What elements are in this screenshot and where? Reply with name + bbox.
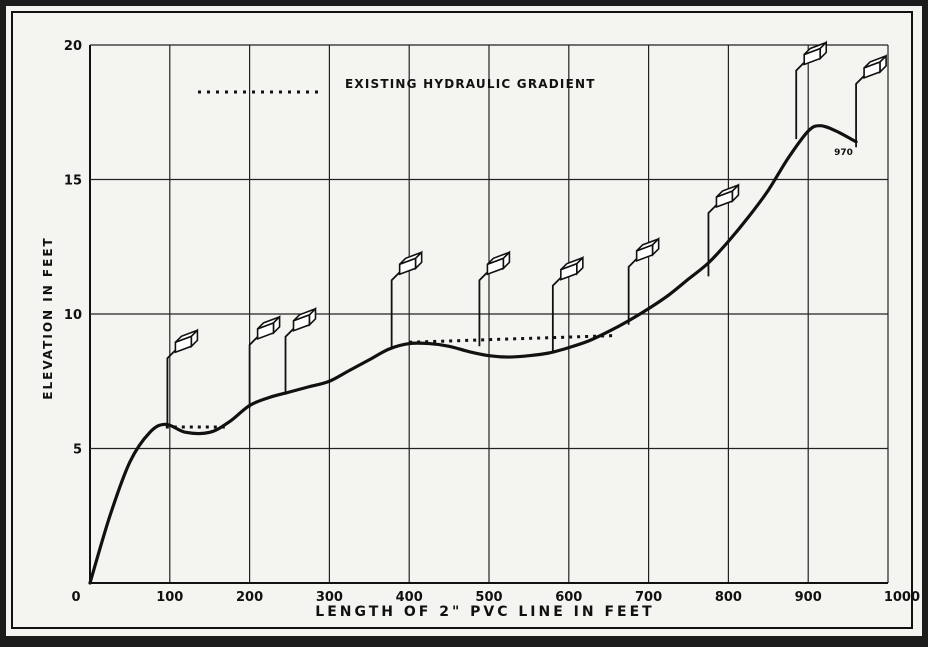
- outlet: [166, 328, 199, 427]
- outlet-riser: [795, 61, 805, 140]
- outlet-box-side: [190, 328, 199, 349]
- x-axis-label: LENGTH OF 2" PVC LINE IN FEET: [315, 604, 654, 620]
- y-tick-label: 10: [64, 308, 82, 323]
- y-tick-label: 5: [73, 443, 82, 458]
- outlet-riser: [551, 277, 562, 352]
- outlet: [478, 250, 511, 347]
- drawing-border: [11, 11, 913, 629]
- y-axis-label: ELEVATION IN FEET: [41, 236, 55, 399]
- outlet-riser: [284, 328, 295, 395]
- x-tick-label: 600: [555, 590, 582, 605]
- outlet: [390, 250, 423, 349]
- outlet-box-side: [414, 250, 423, 271]
- grid-lines: [89, 44, 889, 584]
- x-tick-label: 400: [396, 590, 423, 605]
- outlet: [707, 183, 740, 277]
- outlet-risers: [166, 40, 887, 427]
- outlet: [551, 255, 584, 352]
- x-tick-label: 0: [71, 590, 80, 605]
- outlet: [855, 53, 887, 148]
- outlet-box-side: [731, 183, 740, 203]
- x-tick-label: 700: [635, 590, 662, 605]
- x-tick-labels: 0 100 200 300 400 500 600 700 800 900 1000: [71, 590, 920, 605]
- y-tick-labels: 5 10 15 20: [64, 39, 82, 458]
- outlet-box-side: [651, 236, 660, 257]
- outlet-box-side: [272, 314, 281, 335]
- outlet-riser: [390, 271, 401, 349]
- x-tick-label: 100: [156, 590, 183, 605]
- outlet-box-side: [879, 53, 887, 74]
- outlet: [284, 306, 317, 395]
- outlet-riser: [707, 204, 718, 277]
- outlet-riser: [478, 271, 489, 347]
- paper-sheet: [6, 6, 922, 636]
- outlet-riser: [855, 75, 865, 148]
- outlet-riser: [627, 258, 638, 325]
- hydraulic-gradient-segment: [409, 334, 617, 344]
- outlet-box-side: [308, 306, 317, 327]
- outlet-riser: [166, 349, 177, 427]
- outlet-box-side: [819, 40, 828, 61]
- legend-label: EXISTING HYDRAULIC GRADIENT: [345, 77, 596, 91]
- x-tick-label: 800: [715, 590, 742, 605]
- outlet-box-side: [502, 250, 511, 271]
- legend: EXISTING HYDRAULIC GRADIENT: [198, 77, 596, 94]
- series-group: [88, 124, 858, 585]
- outlet: [795, 40, 828, 140]
- annotation-label: 970: [834, 148, 853, 158]
- x-tick-label: 1000: [884, 590, 920, 605]
- y-tick-label: 20: [64, 39, 82, 54]
- series-line: [88, 124, 858, 585]
- outlet-box-side: [576, 255, 584, 276]
- x-tick-label: 300: [316, 590, 343, 605]
- x-tick-label: 900: [795, 590, 822, 605]
- outlet-riser: [248, 336, 259, 409]
- x-tick-label: 500: [475, 590, 502, 605]
- y-tick-label: 15: [64, 174, 82, 189]
- outlet: [248, 314, 281, 409]
- x-tick-label: 200: [236, 590, 263, 605]
- outlet: [627, 236, 660, 325]
